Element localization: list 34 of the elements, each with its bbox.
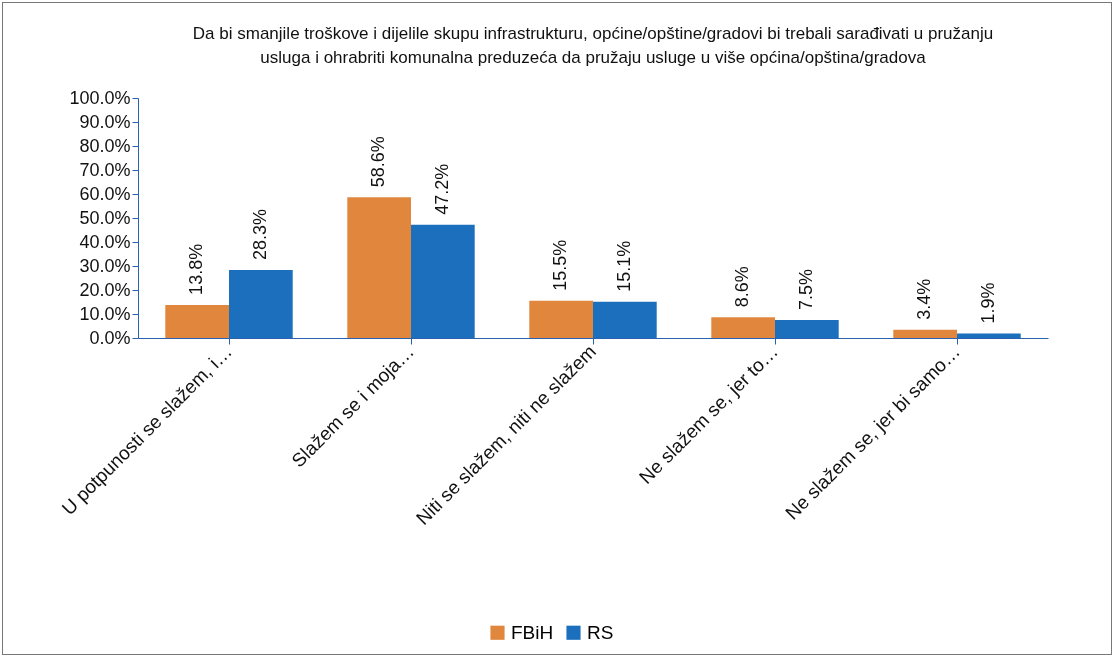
data-label: 3.4% bbox=[914, 278, 935, 320]
data-label: 47.2% bbox=[431, 163, 452, 215]
y-tick-label: 10.0% bbox=[79, 303, 131, 324]
legend-label: FBiH bbox=[511, 621, 554, 643]
chart-title: Da bi smanjile troškove i dijelile skupu infrastrukturu, općine/opštine/gradovi bi trebali sarađivati u pružanju usluga i ohrabriti komunalna preduzeća da pružaju usluge u više općina/opština/gradova bbox=[192, 24, 994, 67]
y-tick-label: 0.0% bbox=[89, 327, 131, 348]
y-tick-label: 20.0% bbox=[79, 279, 131, 300]
legend-label: RS bbox=[587, 621, 614, 643]
y-tick-label: 30.0% bbox=[79, 255, 131, 276]
bar bbox=[229, 270, 293, 338]
bar bbox=[529, 300, 593, 338]
data-label: 28.3% bbox=[249, 209, 270, 261]
y-tick-label: 100.0% bbox=[69, 87, 131, 108]
bar bbox=[775, 320, 839, 338]
y-tick-label: 70.0% bbox=[79, 159, 131, 180]
data-label: 8.6% bbox=[732, 266, 753, 308]
y-tick-label: 40.0% bbox=[79, 231, 131, 252]
data-label: 58.6% bbox=[368, 136, 389, 188]
y-tick-label: 50.0% bbox=[79, 207, 131, 228]
data-label: 15.1% bbox=[613, 240, 634, 292]
bar bbox=[165, 304, 229, 338]
bar bbox=[893, 329, 957, 338]
y-tick-label: 80.0% bbox=[79, 135, 131, 156]
bar bbox=[347, 197, 411, 338]
data-label: 7.5% bbox=[795, 268, 816, 310]
y-tick-label: 90.0% bbox=[79, 111, 131, 132]
bar bbox=[711, 317, 775, 338]
data-label: 1.9% bbox=[977, 282, 998, 324]
bar bbox=[593, 301, 657, 338]
y-tick-label: 60.0% bbox=[79, 183, 131, 204]
data-label: 15.5% bbox=[550, 239, 571, 291]
data-label: 13.8% bbox=[186, 243, 207, 295]
bar bbox=[957, 333, 1021, 338]
bar bbox=[411, 224, 475, 338]
